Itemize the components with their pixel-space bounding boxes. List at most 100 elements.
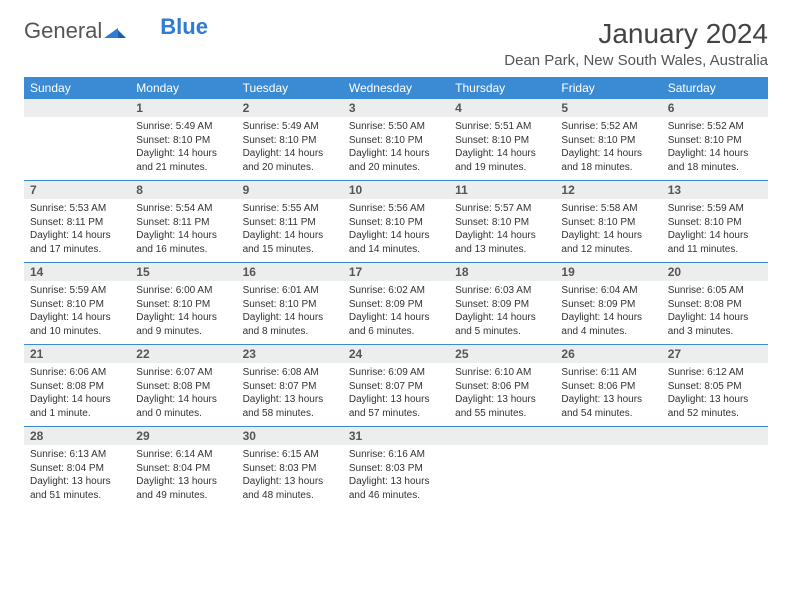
weekday-tuesday: Tuesday xyxy=(237,77,343,99)
day-line: Sunrise: 6:07 AM xyxy=(136,366,230,380)
day-line: Sunset: 8:09 PM xyxy=(349,298,443,312)
day-line: Sunrise: 5:56 AM xyxy=(349,202,443,216)
day-line: Sunset: 8:06 PM xyxy=(561,380,655,394)
weekday-saturday: Saturday xyxy=(662,77,768,99)
day-line: Daylight: 14 hours and 14 minutes. xyxy=(349,229,443,256)
day-line: Sunrise: 5:58 AM xyxy=(561,202,655,216)
day-line: Sunset: 8:03 PM xyxy=(243,462,337,476)
day-number: 20 xyxy=(662,263,768,281)
day-line: Sunrise: 6:12 AM xyxy=(668,366,762,380)
day-line: Daylight: 13 hours and 57 minutes. xyxy=(349,393,443,420)
week-row: 21222324252627Sunrise: 6:06 AMSunset: 8:… xyxy=(24,345,768,427)
day-line: Sunset: 8:10 PM xyxy=(243,298,337,312)
day-body: Sunrise: 5:55 AMSunset: 8:11 PMDaylight:… xyxy=(237,199,343,262)
daynum-row: 28293031 xyxy=(24,427,768,445)
daybody-row: Sunrise: 5:59 AMSunset: 8:10 PMDaylight:… xyxy=(24,281,768,344)
location: Dean Park, New South Wales, Australia xyxy=(504,52,768,69)
day-number: 31 xyxy=(343,427,449,445)
day-number: 30 xyxy=(237,427,343,445)
day-number: 4 xyxy=(449,99,555,117)
day-body: Sunrise: 6:09 AMSunset: 8:07 PMDaylight:… xyxy=(343,363,449,426)
day-body: Sunrise: 5:57 AMSunset: 8:10 PMDaylight:… xyxy=(449,199,555,262)
day-line: Daylight: 14 hours and 13 minutes. xyxy=(455,229,549,256)
day-body xyxy=(662,445,768,508)
day-line: Daylight: 14 hours and 6 minutes. xyxy=(349,311,443,338)
logo-text-blue: Blue xyxy=(160,14,208,40)
day-number: 12 xyxy=(555,181,661,199)
day-line: Sunset: 8:05 PM xyxy=(668,380,762,394)
day-line: Sunset: 8:10 PM xyxy=(668,134,762,148)
day-body: Sunrise: 6:12 AMSunset: 8:05 PMDaylight:… xyxy=(662,363,768,426)
day-line: Daylight: 14 hours and 5 minutes. xyxy=(455,311,549,338)
day-body: Sunrise: 6:05 AMSunset: 8:08 PMDaylight:… xyxy=(662,281,768,344)
day-line: Sunset: 8:10 PM xyxy=(561,134,655,148)
day-line: Sunrise: 6:11 AM xyxy=(561,366,655,380)
day-line: Daylight: 14 hours and 20 minutes. xyxy=(243,147,337,174)
day-line: Sunrise: 5:53 AM xyxy=(30,202,124,216)
weekday-friday: Friday xyxy=(555,77,661,99)
day-line: Daylight: 14 hours and 16 minutes. xyxy=(136,229,230,256)
day-line: Sunrise: 5:49 AM xyxy=(243,120,337,134)
day-number: 11 xyxy=(449,181,555,199)
weekday-header-row: Sunday Monday Tuesday Wednesday Thursday… xyxy=(24,77,768,99)
day-number: 13 xyxy=(662,181,768,199)
day-line: Daylight: 14 hours and 3 minutes. xyxy=(668,311,762,338)
day-line: Sunset: 8:10 PM xyxy=(455,216,549,230)
day-line: Daylight: 14 hours and 19 minutes. xyxy=(455,147,549,174)
day-body: Sunrise: 6:00 AMSunset: 8:10 PMDaylight:… xyxy=(130,281,236,344)
day-line: Sunset: 8:10 PM xyxy=(668,216,762,230)
day-line: Sunrise: 6:08 AM xyxy=(243,366,337,380)
weekday-monday: Monday xyxy=(130,77,236,99)
day-body: Sunrise: 6:04 AMSunset: 8:09 PMDaylight:… xyxy=(555,281,661,344)
day-line: Daylight: 13 hours and 52 minutes. xyxy=(668,393,762,420)
day-number: 21 xyxy=(24,345,130,363)
day-line: Sunset: 8:10 PM xyxy=(136,134,230,148)
day-body: Sunrise: 5:53 AMSunset: 8:11 PMDaylight:… xyxy=(24,199,130,262)
day-line: Daylight: 14 hours and 18 minutes. xyxy=(668,147,762,174)
day-number: 25 xyxy=(449,345,555,363)
day-number: 19 xyxy=(555,263,661,281)
day-number: 2 xyxy=(237,99,343,117)
day-line: Sunrise: 5:55 AM xyxy=(243,202,337,216)
day-line: Daylight: 13 hours and 54 minutes. xyxy=(561,393,655,420)
day-line: Sunrise: 6:03 AM xyxy=(455,284,549,298)
day-line: Sunset: 8:04 PM xyxy=(30,462,124,476)
day-number xyxy=(24,99,130,117)
day-line: Sunset: 8:11 PM xyxy=(30,216,124,230)
day-line: Sunset: 8:10 PM xyxy=(349,216,443,230)
day-line: Daylight: 13 hours and 51 minutes. xyxy=(30,475,124,502)
week-row: 78910111213Sunrise: 5:53 AMSunset: 8:11 … xyxy=(24,181,768,263)
day-number xyxy=(662,427,768,445)
day-body: Sunrise: 5:54 AMSunset: 8:11 PMDaylight:… xyxy=(130,199,236,262)
day-line: Sunset: 8:04 PM xyxy=(136,462,230,476)
day-line: Daylight: 14 hours and 8 minutes. xyxy=(243,311,337,338)
day-line: Sunrise: 5:57 AM xyxy=(455,202,549,216)
day-line: Sunset: 8:09 PM xyxy=(561,298,655,312)
day-line: Daylight: 14 hours and 10 minutes. xyxy=(30,311,124,338)
day-line: Sunset: 8:08 PM xyxy=(30,380,124,394)
day-number: 3 xyxy=(343,99,449,117)
daynum-row: 78910111213 xyxy=(24,181,768,199)
daynum-row: 123456 xyxy=(24,99,768,117)
day-line: Sunrise: 5:52 AM xyxy=(561,120,655,134)
day-body: Sunrise: 6:13 AMSunset: 8:04 PMDaylight:… xyxy=(24,445,130,508)
daybody-row: Sunrise: 5:53 AMSunset: 8:11 PMDaylight:… xyxy=(24,199,768,262)
day-number: 27 xyxy=(662,345,768,363)
day-line: Sunrise: 6:13 AM xyxy=(30,448,124,462)
day-line: Sunset: 8:10 PM xyxy=(243,134,337,148)
day-line: Sunrise: 6:09 AM xyxy=(349,366,443,380)
day-body: Sunrise: 5:59 AMSunset: 8:10 PMDaylight:… xyxy=(24,281,130,344)
logo-text-general: General xyxy=(24,18,102,44)
day-line: Daylight: 14 hours and 17 minutes. xyxy=(30,229,124,256)
day-line: Daylight: 13 hours and 55 minutes. xyxy=(455,393,549,420)
day-body: Sunrise: 6:15 AMSunset: 8:03 PMDaylight:… xyxy=(237,445,343,508)
logo-icon xyxy=(104,18,126,44)
day-body: Sunrise: 6:08 AMSunset: 8:07 PMDaylight:… xyxy=(237,363,343,426)
day-line: Sunrise: 5:59 AM xyxy=(668,202,762,216)
day-line: Sunset: 8:11 PM xyxy=(136,216,230,230)
day-number: 5 xyxy=(555,99,661,117)
day-number: 28 xyxy=(24,427,130,445)
daybody-row: Sunrise: 5:49 AMSunset: 8:10 PMDaylight:… xyxy=(24,117,768,180)
day-line: Sunset: 8:10 PM xyxy=(136,298,230,312)
day-body xyxy=(24,117,130,180)
